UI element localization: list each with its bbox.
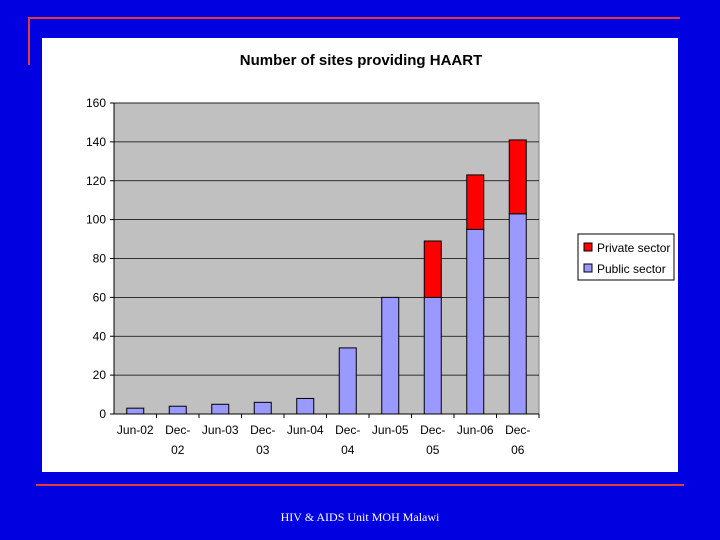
chart-title: Number of sites providing HAART (240, 52, 483, 69)
private-sector-bar (508, 139, 527, 215)
legend-swatch (583, 242, 593, 252)
y-tick-label: 40 (93, 329, 107, 343)
public-sector-bar (253, 401, 272, 415)
plot-area: 0 20 40 60 80 100 120 140 160 Jun-02 Dec- 02 Jun-03 D… (86, 96, 540, 457)
chart-legend: Private sector Public sector (577, 233, 675, 281)
y-tick-label: 160 (86, 96, 106, 110)
private-sector-bar (423, 240, 442, 298)
x-tick-label: Jun-03 (202, 423, 239, 437)
chart-panel: Number of sites providing HAART 0 20 40 60 8… (42, 38, 678, 472)
y-tick-label: 20 (93, 368, 107, 382)
x-tick-label: Jun-06 (457, 423, 494, 437)
bottom-accent-rule (36, 484, 684, 486)
x-tick-label: 03 (256, 443, 270, 457)
private-sector-bar (466, 174, 485, 230)
public-sector-bar (423, 296, 442, 415)
top-accent-rule (28, 17, 680, 19)
legend-label: Public sector (597, 262, 666, 276)
public-sector-bar (508, 213, 527, 415)
x-tick-label: 06 (511, 443, 525, 457)
x-tick-label: Dec- (250, 423, 275, 437)
x-tick-label: Jun-02 (117, 423, 154, 437)
x-tick-label: 05 (426, 443, 440, 457)
public-sector-bar (168, 405, 187, 415)
x-tick-label: 04 (341, 443, 355, 457)
x-tick-label: Dec- (420, 423, 445, 437)
legend-label: Private sector (597, 241, 670, 255)
public-sector-bar (381, 296, 400, 415)
x-tick-label: 02 (171, 443, 185, 457)
x-tick-label: Jun-04 (287, 423, 324, 437)
public-sector-bar (126, 407, 145, 415)
y-tick-label: 100 (86, 213, 106, 227)
public-sector-bar (296, 397, 315, 415)
x-tick-label: Dec- (165, 423, 190, 437)
x-tick-label: Dec- (335, 423, 360, 437)
x-tick-label: Jun-05 (372, 423, 409, 437)
x-tick-label: Dec- (505, 423, 530, 437)
y-tick-label: 120 (86, 174, 106, 188)
y-tick-label: 0 (99, 407, 106, 421)
y-tick-label: 140 (86, 135, 106, 149)
legend-swatch (583, 263, 593, 273)
legend-box (577, 233, 675, 281)
left-accent-rule (28, 17, 30, 65)
public-sector-bar (338, 347, 357, 415)
y-tick-label: 80 (93, 252, 107, 266)
slide-footer: HIV & AIDS Unit MOH Malawi (280, 510, 440, 524)
haart-sites-chart: Number of sites providing HAART 02040608… (86, 52, 675, 457)
public-sector-bar (211, 403, 230, 415)
y-tick-label: 60 (93, 290, 107, 304)
public-sector-bar (466, 228, 485, 415)
